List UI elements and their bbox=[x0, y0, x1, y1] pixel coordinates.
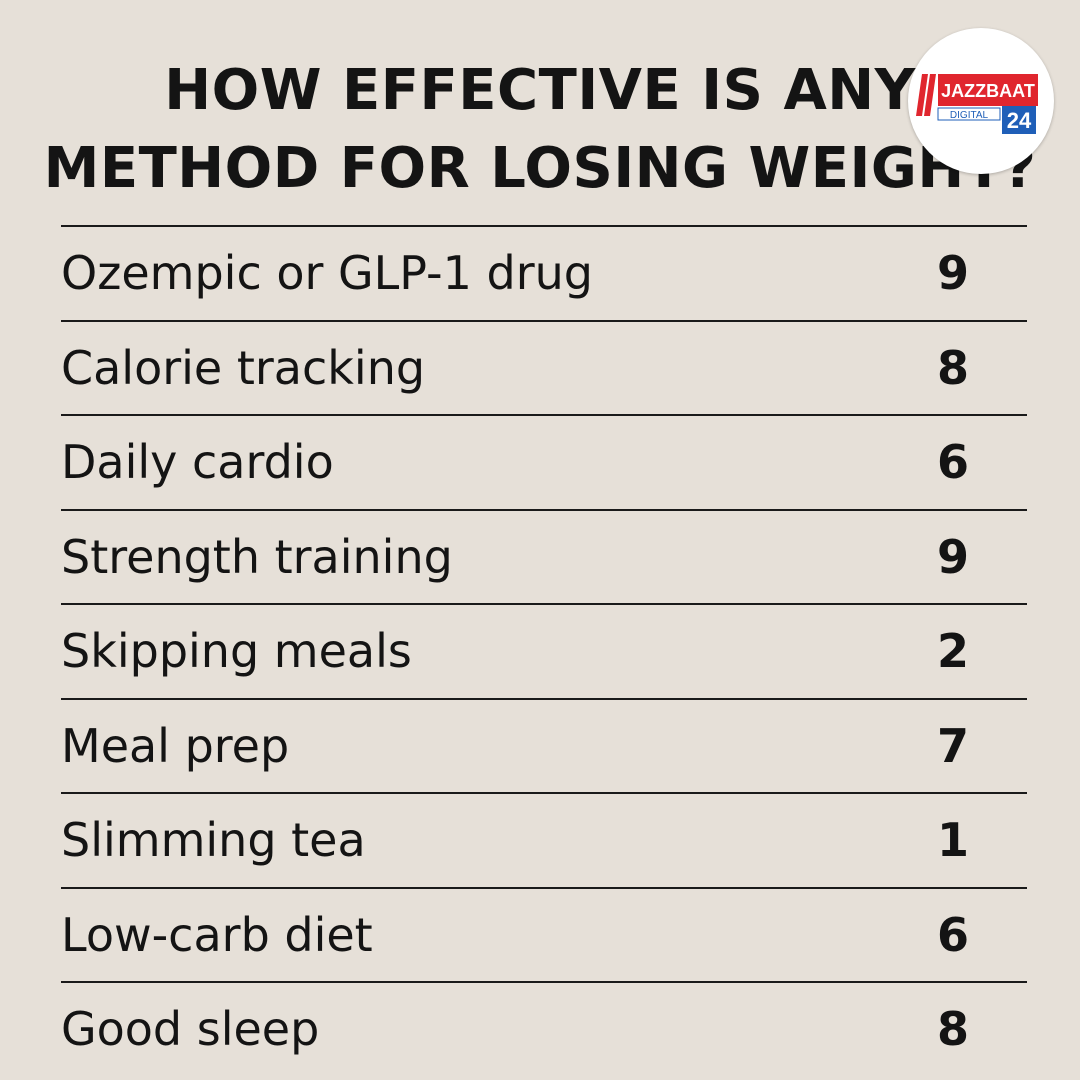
method-label: Meal prep bbox=[61, 718, 290, 773]
table-top-rule bbox=[61, 225, 1027, 227]
page-title: HOW EFFECTIVE IS ANY METHOD FOR LOSING W… bbox=[0, 52, 1080, 208]
table-row: Ozempic or GLP-1 drug 9 bbox=[61, 227, 1027, 322]
method-label: Ozempic or GLP-1 drug bbox=[61, 246, 593, 300]
table-row: Skipping meals 2 bbox=[61, 605, 1027, 700]
table-row: Strength training 9 bbox=[61, 511, 1027, 605]
method-score: 1 bbox=[936, 813, 969, 867]
method-label: Slimming tea bbox=[61, 813, 366, 867]
table-row: Daily cardio 6 bbox=[61, 416, 1027, 511]
method-score: 6 bbox=[936, 907, 969, 962]
method-label: Strength training bbox=[61, 529, 453, 584]
method-label: Calorie tracking bbox=[61, 340, 426, 395]
table-row: Low-carb diet 6 bbox=[61, 889, 1027, 983]
method-score: 6 bbox=[936, 435, 969, 489]
table-row: Calorie tracking 8 bbox=[61, 322, 1027, 416]
method-label: Skipping meals bbox=[61, 624, 412, 678]
method-score: 2 bbox=[936, 624, 969, 678]
svg-text:DIGITAL: DIGITAL bbox=[950, 110, 989, 121]
method-score: 9 bbox=[936, 246, 969, 300]
svg-text:JAZZBAAT: JAZZBAAT bbox=[941, 81, 1035, 101]
method-label: Good sleep bbox=[61, 1002, 320, 1056]
jazzbaat24-logo-icon: JAZZBAAT DIGITAL 24 bbox=[916, 74, 1038, 134]
brand-logo: JAZZBAAT DIGITAL 24 bbox=[908, 28, 1054, 174]
table-row: Meal prep 7 bbox=[61, 700, 1027, 794]
table-row: Slimming tea 1 bbox=[61, 794, 1027, 889]
method-label: Low-carb diet bbox=[61, 907, 373, 962]
method-score: 8 bbox=[936, 1002, 969, 1056]
table-row: Good sleep 8 bbox=[61, 983, 1027, 1076]
method-score: 8 bbox=[936, 340, 969, 395]
method-score: 7 bbox=[936, 718, 969, 773]
svg-text:24: 24 bbox=[1007, 108, 1032, 133]
effectiveness-table: Ozempic or GLP-1 drug 9 Calorie tracking 8 D… bbox=[61, 225, 1027, 1076]
method-score: 9 bbox=[936, 529, 969, 584]
title-line-2: METHOD FOR LOSING WEIGHT? bbox=[43, 136, 1037, 201]
title-line-1: HOW EFFECTIVE IS ANY bbox=[164, 58, 916, 123]
method-label: Daily cardio bbox=[61, 435, 334, 489]
